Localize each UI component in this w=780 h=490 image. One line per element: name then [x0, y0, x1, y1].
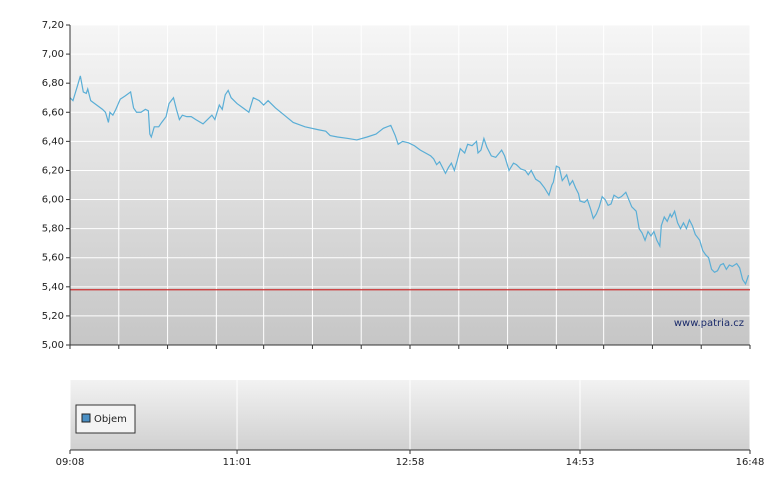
x-tick-label: 11:01 [223, 457, 252, 468]
legend-swatch [81, 413, 91, 423]
y-tick-label: 7,00 [42, 49, 64, 60]
x-tick-label: 16:48 [736, 457, 765, 468]
legend-label: Objem [94, 414, 127, 425]
y-tick-label: 5,20 [42, 311, 64, 322]
y-tick-label: 6,00 [42, 195, 64, 206]
y-tick-label: 6,60 [42, 107, 64, 118]
y-tick-label: 5,60 [42, 253, 64, 264]
y-tick-label: 5,00 [42, 340, 64, 351]
x-tick-label: 09:08 [56, 457, 85, 468]
y-tick-label: 7,20 [42, 20, 64, 31]
price-line [69, 75, 750, 286]
y-tick-label: 5,80 [42, 224, 64, 235]
watermark: www.patria.cz [674, 318, 744, 329]
y-tick-label: 6,80 [42, 78, 64, 89]
x-tick-label: 12:58 [396, 457, 425, 468]
x-tick-label: 14:53 [566, 457, 595, 468]
y-tick-label: 6,20 [42, 165, 64, 176]
y-tick-label: 5,40 [42, 282, 64, 293]
y-tick-label: 6,40 [42, 136, 64, 147]
